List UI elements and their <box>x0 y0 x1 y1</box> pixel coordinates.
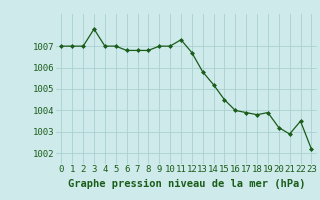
X-axis label: Graphe pression niveau de la mer (hPa): Graphe pression niveau de la mer (hPa) <box>68 179 305 189</box>
